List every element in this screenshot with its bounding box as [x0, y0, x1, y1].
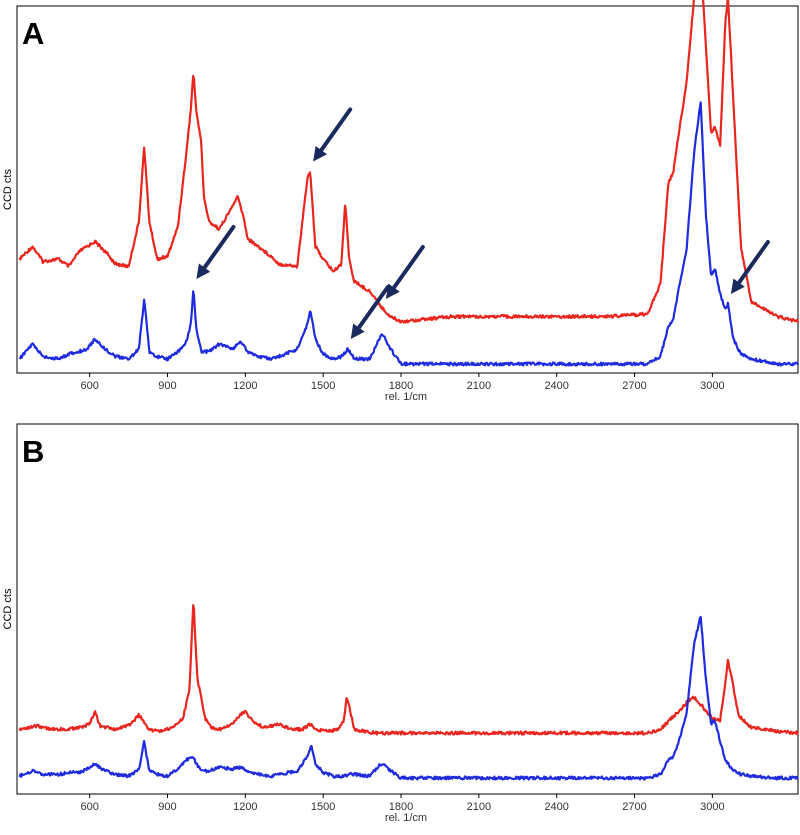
x-axis-label: rel. 1/cm: [385, 391, 427, 403]
x-tick-label: 1200: [233, 801, 257, 813]
spectrum-line-blue: [18, 101, 800, 367]
annotation-arrow-head: [313, 146, 327, 162]
x-tick-label: 1500: [311, 801, 335, 813]
x-tick-label: 1500: [311, 380, 335, 392]
annotation-arrow-shaft: [319, 107, 353, 153]
plot-frame: [16, 5, 799, 374]
y-axis-label: CCD cts: [2, 169, 14, 210]
plot-frame: [16, 423, 799, 795]
x-tick-label: 2700: [622, 801, 646, 813]
x-tick-label: 2100: [467, 380, 491, 392]
spectrum-line-red: [18, 0, 800, 324]
panel-b: B CCD cts 600 900 1200 1500 1800 2100 2400 2700 30…: [2, 423, 800, 824]
panel-label: A: [22, 16, 44, 51]
x-tick-label: 1800: [389, 380, 413, 392]
x-tick-label: 2100: [467, 801, 491, 813]
x-tick-label: 3000: [700, 801, 724, 813]
x-tick-label: 600: [80, 801, 98, 813]
annotation-arrow-shaft: [737, 240, 770, 285]
x-tick-label: 600: [80, 380, 98, 392]
panel-label: B: [22, 434, 44, 469]
annotation-arrow-shaft: [356, 285, 390, 330]
annotation-arrow-head: [730, 278, 745, 294]
spectrum-line-blue: [18, 615, 799, 781]
x-tick-label: 2700: [622, 380, 646, 392]
annotation-arrow-shaft: [391, 245, 425, 290]
x-axis-label: rel. 1/cm: [385, 812, 427, 824]
annotation-arrow-head: [196, 263, 211, 279]
x-tick-label: 900: [158, 801, 176, 813]
annotation-arrow-shaft: [202, 225, 236, 270]
y-axis-label: CCD cts: [2, 588, 14, 629]
annotation-arrow-head: [350, 323, 365, 339]
x-tick-label: 2400: [544, 380, 568, 392]
panel-a: A CCD cts 600 900 1200 1500 1800 2100 2400 2700 30…: [2, 0, 800, 403]
x-tick-label: 2400: [544, 801, 568, 813]
x-tick-label: 900: [158, 380, 176, 392]
x-tick-label: 3000: [700, 380, 724, 392]
spectrum-line-red: [18, 604, 800, 736]
x-tick-label: 1800: [389, 801, 413, 813]
x-tick-label: 1200: [233, 380, 257, 392]
